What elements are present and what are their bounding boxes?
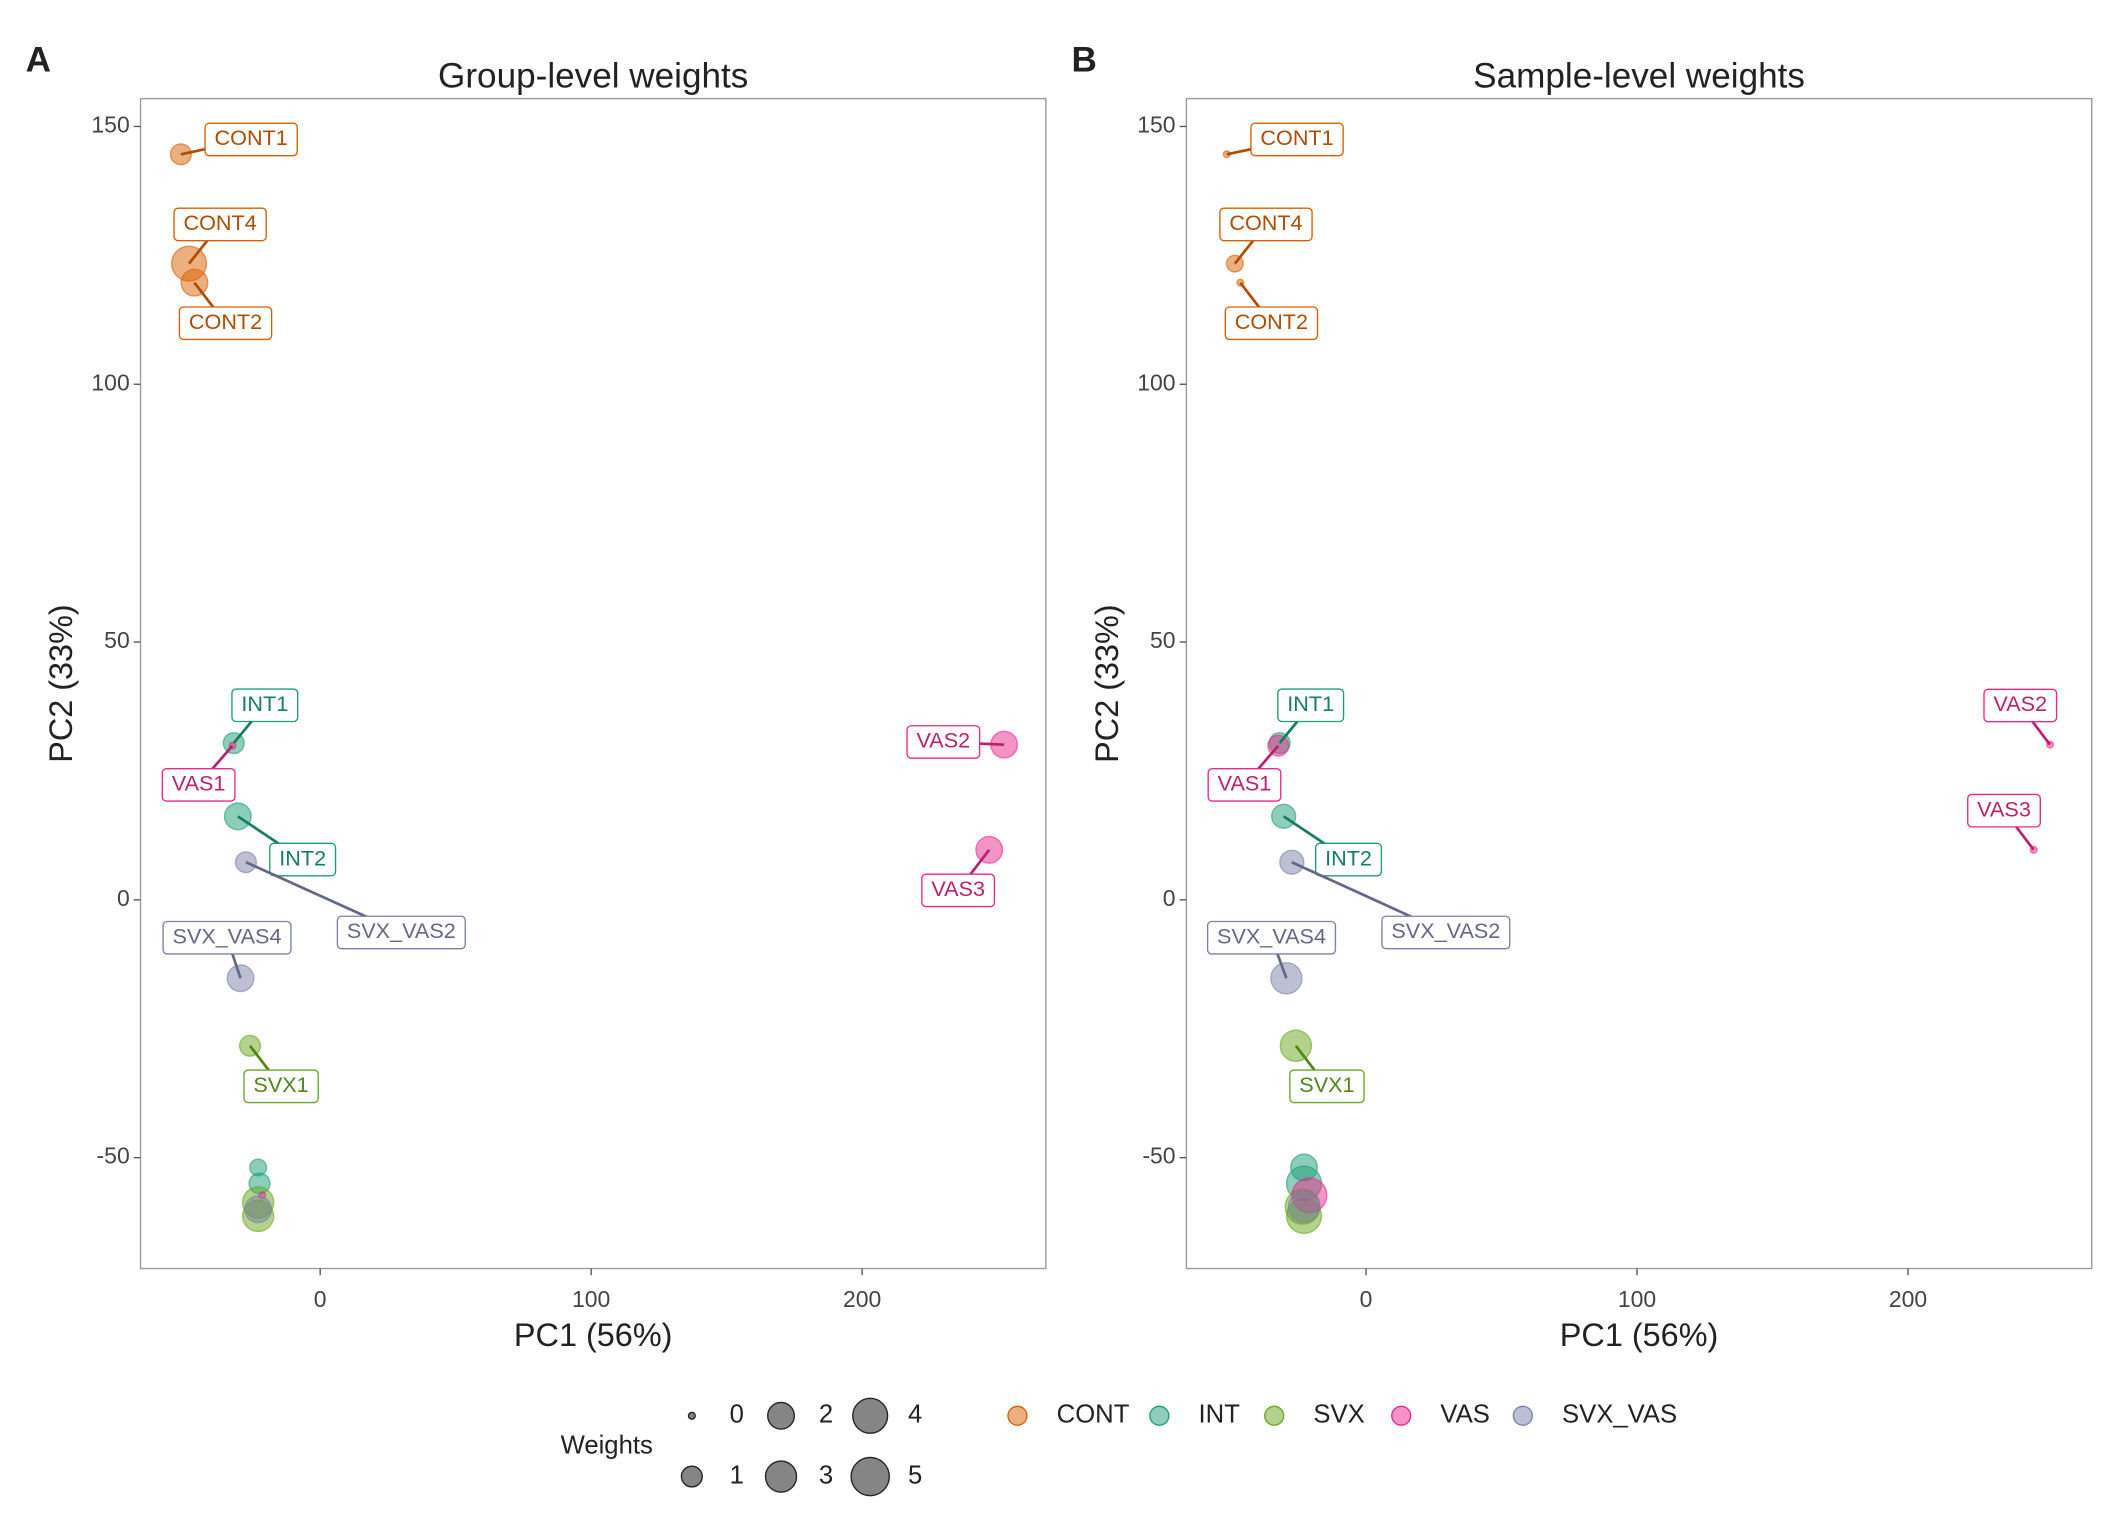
plot-frame [1185, 97, 2093, 1270]
color-legend-label: SVX [1313, 1401, 1364, 1429]
size-legend-label: 2 [819, 1401, 833, 1429]
x-axis-label: PC1 (56%) [514, 1317, 673, 1353]
color-legend-key [1149, 1405, 1170, 1426]
color-legend-label: INT [1199, 1401, 1241, 1429]
point [1287, 1190, 1321, 1223]
x-tick-label: 200 [843, 1286, 881, 1312]
label-box [1224, 306, 1319, 341]
chart-title: Sample-level weights [1473, 57, 1805, 96]
y-tick-label: 0 [117, 885, 130, 911]
label-box [1289, 1069, 1365, 1104]
point-label: VAS1 [1218, 771, 1272, 796]
color-legend-key [1391, 1405, 1412, 1426]
size-legend-label: 0 [730, 1401, 744, 1429]
point-label: CONT4 [183, 210, 256, 235]
label-box [921, 873, 996, 908]
y-tick-label: 0 [1163, 885, 1176, 911]
size-legend-label: 1 [730, 1461, 744, 1489]
point [1270, 962, 1303, 995]
size-legend-key [687, 1411, 696, 1420]
y-axis-label: PC2 (33%) [1089, 604, 1125, 762]
color-legend-label: CONT [1057, 1401, 1130, 1429]
y-tick-label: 150 [1137, 112, 1175, 138]
point-label: INT1 [241, 691, 288, 716]
size-legend-label: 4 [908, 1401, 922, 1429]
point-label: CONT1 [215, 125, 288, 150]
point [234, 851, 258, 874]
y-axis-label: PC2 (33%) [43, 604, 79, 762]
y-tick-label: -50 [1142, 1143, 1175, 1169]
point-label: VAS3 [931, 876, 985, 901]
y-tick-label: 150 [91, 112, 129, 138]
y-tick-label: 100 [91, 369, 129, 395]
label-box [269, 842, 337, 877]
x-tick-label: 100 [572, 1286, 610, 1312]
x-tick-label: 0 [1360, 1286, 1373, 1312]
point-label: SVX1 [253, 1072, 308, 1097]
size-legend-title: Weights [561, 1432, 653, 1460]
y-tick-label: 100 [1137, 369, 1175, 395]
label-box [1219, 207, 1313, 242]
label-box [173, 207, 267, 242]
label-box [1381, 915, 1511, 950]
panel-label: A [26, 40, 51, 79]
point-label: SVX1 [1299, 1072, 1354, 1097]
point [244, 1195, 273, 1224]
point-label: CONT2 [1235, 309, 1308, 334]
label-box [178, 306, 273, 341]
point-label: INT2 [1325, 845, 1372, 870]
point-label: INT2 [279, 845, 326, 870]
label-box [231, 688, 299, 723]
point-label: VAS2 [916, 728, 970, 753]
label-box [1983, 688, 2058, 723]
point-label: VAS1 [172, 771, 226, 796]
size-legend-key [764, 1460, 798, 1493]
label-box [1207, 767, 1282, 802]
x-axis-label: PC1 (56%) [1560, 1317, 1719, 1353]
size-legend-key [680, 1465, 703, 1488]
size-legend-label: 5 [908, 1461, 922, 1489]
label-box [243, 1069, 319, 1104]
size-legend-label: 3 [819, 1461, 833, 1489]
point-label: SVX_VAS4 [1217, 923, 1326, 948]
label-box [906, 725, 981, 759]
x-tick-label: 200 [1889, 1286, 1927, 1312]
label-box [1277, 688, 1345, 723]
color-legend-key [1264, 1405, 1285, 1426]
color-legend-key [1512, 1405, 1533, 1426]
y-tick-label: 50 [104, 627, 130, 653]
point-label: SVX_VAS2 [1391, 918, 1500, 943]
plot-frame [139, 97, 1047, 1270]
label-box [162, 920, 292, 955]
x-tick-label: 100 [1618, 1286, 1656, 1312]
panel-label: B [1072, 40, 1097, 79]
color-legend-label: VAS [1440, 1401, 1489, 1429]
chart-title: Group-level weights [438, 57, 748, 96]
point-label: VAS3 [1977, 796, 2031, 821]
point-label: INT1 [1287, 691, 1334, 716]
point-label: CONT1 [1260, 125, 1333, 150]
point-label: SVX_VAS4 [173, 923, 282, 948]
label-box [336, 915, 466, 950]
color-legend-label: SVX_VAS [1562, 1401, 1677, 1429]
label-box [1250, 122, 1344, 157]
x-tick-label: 0 [314, 1286, 327, 1312]
label-box [1314, 842, 1383, 877]
size-legend-key [850, 1456, 890, 1497]
label-box [1967, 793, 2041, 828]
point-label: SVX_VAS2 [347, 918, 456, 943]
y-tick-label: -50 [97, 1143, 130, 1169]
label-box [161, 767, 236, 802]
label-box [1206, 920, 1337, 955]
size-legend-key [767, 1401, 796, 1430]
label-box [204, 122, 298, 157]
color-legend-key [1007, 1405, 1028, 1426]
y-tick-label: 50 [1150, 627, 1176, 653]
point-label: CONT2 [189, 309, 262, 334]
size-legend-key [852, 1397, 889, 1434]
point-label: VAS2 [1993, 691, 2047, 716]
point-label: CONT4 [1229, 210, 1302, 235]
